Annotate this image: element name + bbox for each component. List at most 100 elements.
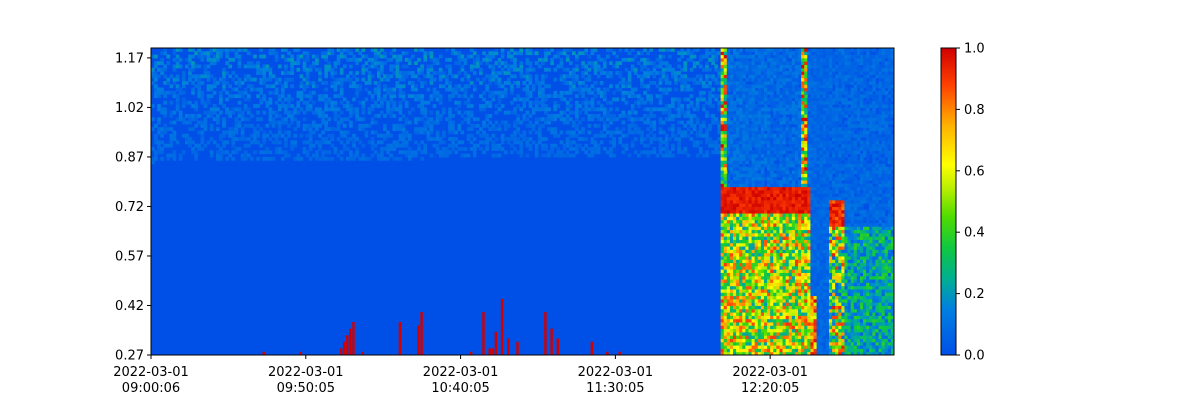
heatmap-cell [788,77,793,82]
heatmap-cell [726,100,731,105]
heatmap-cell [767,262,771,267]
heatmap-cell [575,57,579,62]
heatmap-cell [723,259,728,264]
heatmap-cell [723,107,728,112]
heatmap-cell [757,94,762,99]
heatmap-cell [729,351,734,355]
heatmap-cell [596,100,601,105]
heatmap-cell [748,331,753,336]
heatmap-cell [630,104,635,108]
heatmap-cell [231,77,236,82]
heatmap-cell [751,107,756,112]
heatmap-cell [726,48,731,52]
heatmap-cell [788,97,793,102]
heatmap-cell [739,213,743,217]
heatmap-cell [763,64,768,69]
heatmap-cell [268,117,273,122]
heatmap-cell [160,57,164,62]
heatmap-cell [729,265,734,270]
heatmap-cell [748,348,753,353]
heatmap-cell [794,199,799,204]
heatmap-cell [779,94,784,99]
heatmap-cell [302,147,307,151]
heatmap-cell [649,100,654,105]
heatmap-cell [745,341,749,346]
heatmap-cell [773,292,777,297]
heatmap-cell [754,216,759,221]
heatmap-cell [720,325,725,330]
heatmap-cell [392,90,397,95]
heatmap-cell [726,249,731,254]
heatmap-cell [729,269,734,273]
heatmap-cell [661,71,666,75]
heatmap-cell [785,147,790,151]
heatmap-cell [794,246,799,250]
heatmap-cell [615,107,619,112]
heatmap-cell [736,272,740,277]
heatmap-cell [562,90,567,95]
heatmap-cell [172,77,177,82]
heatmap-cell [330,133,335,138]
heatmap-cell [500,94,505,99]
heatmap-cell [296,156,301,161]
heatmap-cell [782,140,787,145]
heatmap-cell [637,97,641,102]
heatmap-cell [497,61,502,66]
heatmap-cell [760,61,765,66]
heatmap-cell [754,272,759,277]
heatmap-cell [311,120,316,125]
heatmap-cell [733,180,737,184]
heatmap-cell [760,269,765,273]
heatmap-cell [565,74,570,79]
heatmap-cell [760,308,765,313]
heatmap-cell [788,90,793,95]
heatmap-cell [246,107,251,112]
heatmap-cell [253,133,257,138]
heatmap-cell [794,351,799,355]
heatmap-cell [513,107,517,112]
heatmap-cell [277,81,282,85]
heatmap-cell [578,84,582,89]
heatmap-cell [240,81,245,85]
heatmap-cell [457,71,462,75]
heatmap-cell [395,140,400,145]
heatmap-cell [342,133,347,138]
heatmap-cell [491,140,496,145]
heatmap-cell [760,302,765,306]
heatmap-cell [770,57,774,62]
heatmap-cell [609,74,613,79]
heatmap-cell [324,67,328,72]
heatmap-cell [500,84,505,89]
heatmap-cell [773,77,777,82]
heatmap-cell [776,315,780,320]
heatmap-cell [568,140,573,145]
heatmap-cell [686,51,691,56]
heatmap-cell [767,137,771,141]
heatmap-cell [271,140,276,145]
heatmap-cell [206,97,211,102]
heatmap-cell [742,279,746,283]
heatmap-cell [442,84,446,89]
heatmap-cell [256,64,260,69]
heatmap-cell [733,107,737,112]
heatmap-cell [779,74,784,79]
heatmap-cell [330,48,335,52]
heatmap-cell [760,259,765,264]
heatmap-cell [169,120,174,125]
heatmap-cell [463,153,468,158]
heatmap-cell [760,127,765,132]
heatmap-cell [287,77,291,82]
heatmap-cell [466,97,471,102]
heatmap-cell [757,226,762,231]
heatmap-cell [723,203,728,207]
heatmap-cell [203,117,208,122]
heatmap-cell [733,348,737,353]
heatmap-cell [451,94,455,99]
heatmap-cell [677,147,681,151]
heatmap-cell [488,114,493,118]
heatmap-cell [745,265,749,270]
heatmap-cell [618,140,623,145]
heatmap-cell [172,67,177,72]
heatmap-cell [767,246,771,250]
heatmap-cell [757,87,762,92]
